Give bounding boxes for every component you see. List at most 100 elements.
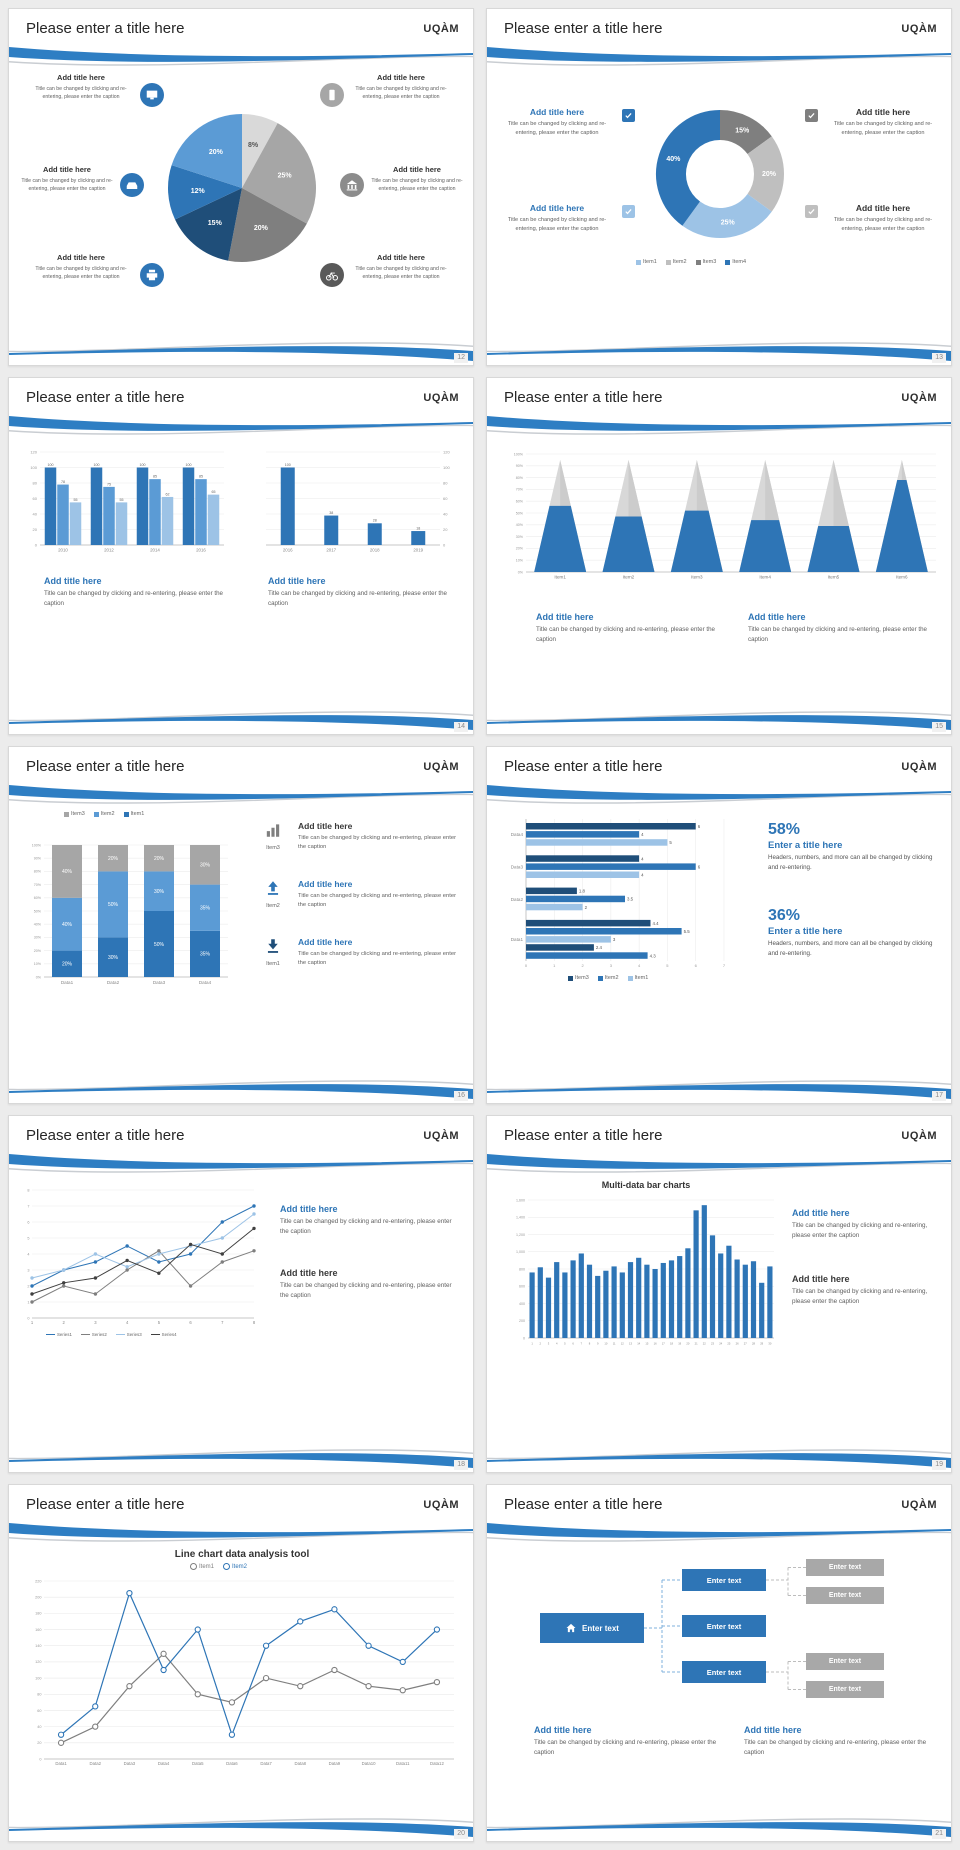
legend-item: Item2 <box>223 1563 247 1570</box>
legend-label: Item1 <box>643 259 657 265</box>
slide-number: 12 <box>454 353 468 363</box>
slide-thumbnail-16[interactable]: Please enter a title here UQÀM Item3 Item… <box>8 746 474 1104</box>
slide-content: 0 1 2 3 4 5 6 7 8 1 2 3 4 5 6 7 8 Series1 Series2 Series3 Se… <box>18 1180 466 1434</box>
legend-item: Item1 <box>636 259 657 265</box>
slide-thumbnail-17[interactable]: Please enter a title here UQÀM 0 1 2 3 4 5 6 7 6… <box>486 746 952 1104</box>
svg-text:20%: 20% <box>516 547 524 551</box>
svg-text:50%: 50% <box>154 942 165 948</box>
upload-icon <box>267 881 279 895</box>
slide-title: Please enter a title here <box>26 758 185 775</box>
block-caption: Title can be changed by clicking and re-… <box>355 86 447 101</box>
uqam-logo: UQÀM <box>901 1499 937 1511</box>
svg-text:8: 8 <box>589 1342 591 1346</box>
svg-text:2012: 2012 <box>104 548 114 553</box>
slide-thumbnail-20[interactable]: Please enter a title here UQÀM Line char… <box>8 1484 474 1842</box>
slide-thumbnail-21[interactable]: Please enter a title here UQÀM Enter tex… <box>486 1484 952 1842</box>
slide-thumbnail-15[interactable]: Please enter a title here UQÀM 0% 10% 20% 3… <box>486 377 952 735</box>
svg-text:1,400: 1,400 <box>516 1216 525 1220</box>
block-title: Add title here <box>298 821 353 831</box>
svg-text:10: 10 <box>604 1342 607 1346</box>
slide-number: 20 <box>454 1829 468 1839</box>
chart-icon <box>266 824 280 837</box>
slide-title: Please enter a title here <box>26 20 185 37</box>
stat-caption: Headers, numbers, and more can all be ch… <box>768 940 933 957</box>
svg-text:20: 20 <box>686 1342 689 1346</box>
slide-content: Line chart data analysis tool Item1 Item2 0… <box>18 1549 466 1803</box>
chart-title: Multi-data bar charts <box>601 1180 691 1190</box>
legend-item: Item3 <box>695 259 716 265</box>
svg-text:0: 0 <box>35 542 38 547</box>
slide-number: 15 <box>932 722 946 732</box>
row-item-label: Item3 <box>266 845 280 851</box>
slide-title: Please enter a title here <box>26 1127 185 1144</box>
checkbox-icon <box>805 109 818 122</box>
flow-leaf-box: Enter text <box>806 1587 884 1604</box>
row-item-label: Item2 <box>266 903 280 909</box>
block-title: Add title here <box>43 165 91 174</box>
slide-thumbnail-12[interactable]: Please enter a title here UQÀM 8% 25% 20% 1… <box>8 8 474 366</box>
legend-item: Item3 <box>568 975 589 981</box>
text-block: Add title here Title can be changed by cl… <box>792 1208 942 1241</box>
slide-number: 16 <box>454 1091 468 1101</box>
svg-text:18: 18 <box>416 526 420 530</box>
svg-text:Data1: Data1 <box>55 1761 67 1766</box>
svg-text:100: 100 <box>30 465 37 470</box>
svg-text:20%: 20% <box>108 856 119 862</box>
block-title: Add title here <box>268 576 326 586</box>
svg-text:4.3: 4.3 <box>650 953 657 958</box>
svg-text:30%: 30% <box>34 936 42 940</box>
svg-text:3: 3 <box>610 963 613 968</box>
svg-text:26: 26 <box>736 1342 739 1346</box>
text-block: Add title here Title can be changed by cl… <box>792 1274 942 1307</box>
block-title: Add title here <box>57 253 105 262</box>
svg-text:80: 80 <box>37 1693 41 1697</box>
svg-text:2016: 2016 <box>196 548 206 553</box>
cone-chart: 0% 10% 20% 30% 40% 50% 60% 70% 80% 90% 100% Item1 It… <box>514 452 936 580</box>
svg-text:0: 0 <box>523 1336 525 1340</box>
svg-text:20%: 20% <box>62 962 73 968</box>
slide-title: Please enter a title here <box>26 1496 185 1513</box>
block-caption: Title can be changed by clicking and re-… <box>792 1222 928 1239</box>
svg-text:85: 85 <box>153 475 157 479</box>
svg-text:16: 16 <box>654 1342 657 1346</box>
legend-swatch <box>568 975 573 981</box>
svg-text:Data9: Data9 <box>329 1761 341 1766</box>
uqam-logo: UQÀM <box>423 392 459 404</box>
single-series-bar-chart: 0 20 40 60 80 100 120 100 2016 38 2017 28 2018 18 2019 <box>266 449 450 553</box>
svg-text:6: 6 <box>27 1220 29 1224</box>
svg-text:4: 4 <box>638 963 641 968</box>
chart-title: Line chart data analysis tool <box>174 1549 310 1560</box>
svg-text:1,600: 1,600 <box>516 1198 525 1202</box>
line-chart-tool: 0 20 40 60 80 100 120 140 160 180 200 220 Data1 Data2… <box>35 1579 454 1766</box>
svg-text:2017: 2017 <box>326 548 336 553</box>
home-icon <box>566 1623 576 1633</box>
svg-text:Item1: Item1 <box>554 575 566 580</box>
svg-text:1: 1 <box>31 1320 34 1325</box>
legend-item: Item1 <box>627 975 648 981</box>
svg-text:40%: 40% <box>666 156 681 163</box>
svg-text:28: 28 <box>752 1342 755 1346</box>
block-title: Add title here <box>855 203 911 213</box>
svg-text:4: 4 <box>641 832 644 837</box>
svg-text:85: 85 <box>199 475 203 479</box>
text-block: Add title here Title can be changed by cl… <box>352 73 450 101</box>
stat-percent: 58% <box>768 821 801 838</box>
svg-text:3: 3 <box>548 1342 550 1346</box>
bottom-swoosh-decoration <box>9 342 473 361</box>
svg-text:40%: 40% <box>516 523 524 527</box>
slide-thumbnail-13[interactable]: Please enter a title here UQÀM 15% 20% 25%… <box>486 8 952 366</box>
legend-line <box>115 1334 125 1335</box>
slide-thumbnail-14[interactable]: Please enter a title here UQÀM 0 20 40 60 80… <box>8 377 474 735</box>
svg-text:40: 40 <box>33 511 38 516</box>
slide-thumbnail-19[interactable]: Please enter a title here UQÀM Multi-dat… <box>486 1115 952 1473</box>
block-title: Add title here <box>529 107 585 117</box>
block-title: Add title here <box>377 73 425 82</box>
stacked-bar-chart: 0% 10% 20% 30% 40% 50% 60% 70% 80% 90% 100% 20% 40% 4… <box>32 843 228 985</box>
svg-text:2014: 2014 <box>150 548 160 553</box>
stat-title: Enter a title here <box>768 926 843 937</box>
svg-text:3: 3 <box>27 1268 29 1272</box>
flow-mid-box: Enter text <box>682 1569 766 1591</box>
legend-label: Item2 <box>672 259 687 265</box>
svg-text:Data12: Data12 <box>430 1761 444 1766</box>
